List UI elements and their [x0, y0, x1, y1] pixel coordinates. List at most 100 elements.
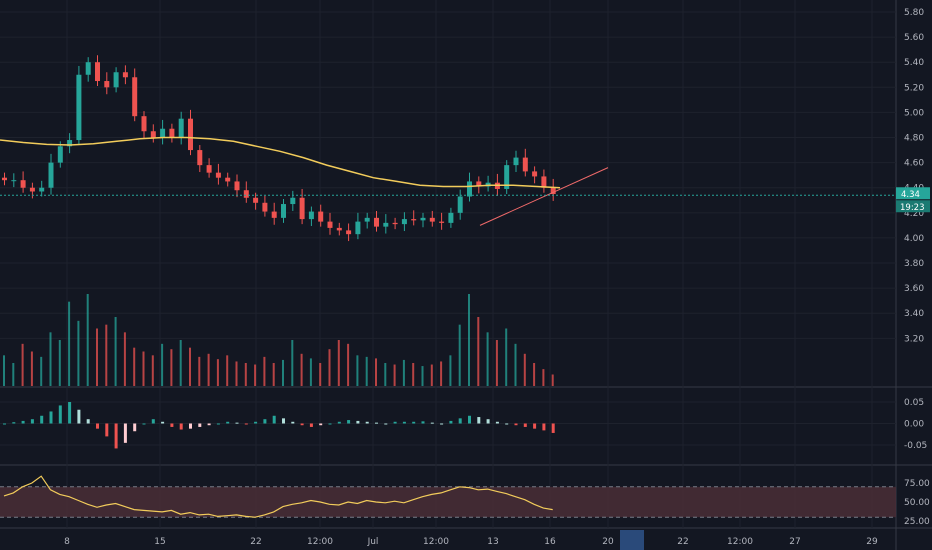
candle-body: [504, 165, 510, 189]
macd-bar: [468, 415, 471, 424]
candle-body: [513, 157, 519, 166]
candle-body: [95, 62, 100, 82]
candle-body: [439, 221, 445, 223]
price-pane[interactable]: [0, 55, 896, 242]
rsi-tick-label: 75.00: [904, 479, 930, 489]
candle-body: [448, 212, 454, 223]
macd-bar: [328, 423, 332, 425]
candle-body: [215, 172, 221, 178]
candle-body: [392, 222, 398, 225]
macd-pane: [3, 402, 555, 449]
macd-tick-label: -0.05: [904, 441, 927, 451]
candle-body: [299, 197, 305, 220]
volume-bar: [86, 294, 89, 386]
macd-bar: [421, 421, 425, 424]
price-tick-label: 3.80: [904, 259, 924, 269]
volume-bar: [96, 328, 98, 386]
volume-bar: [170, 349, 173, 386]
volume-bar: [282, 359, 284, 386]
candle-body: [532, 171, 538, 177]
volume-bar: [123, 332, 126, 386]
macd-bar: [551, 423, 555, 433]
moving-average-line: [0, 136, 561, 189]
macd-bar: [170, 423, 174, 427]
volume-bar: [21, 343, 24, 386]
candle-body: [401, 219, 407, 225]
volume-bar: [291, 340, 294, 386]
volume-bar: [337, 340, 340, 386]
price-tick-label: 4.20: [904, 209, 924, 219]
volume-bar: [77, 320, 80, 386]
volume-bar: [505, 328, 508, 386]
macd-bar: [123, 423, 127, 443]
volume-bar: [402, 359, 405, 386]
macd-bar: [198, 423, 202, 427]
macd-bar: [49, 411, 53, 424]
macd-bar: [244, 423, 248, 425]
macd-bar: [486, 419, 490, 424]
time-tick-label: 20: [602, 537, 614, 547]
price-tick-label: 5.20: [904, 83, 924, 93]
current-price-tag: [896, 187, 930, 200]
macd-bar: [533, 423, 537, 429]
macd-bar: [495, 421, 499, 424]
candle-body: [104, 81, 110, 88]
candle-body: [197, 150, 203, 166]
candle-body: [281, 204, 286, 218]
candle-body: [206, 165, 212, 173]
volume-bar: [198, 356, 201, 386]
rsi-band: [0, 486, 896, 518]
candle-body: [411, 219, 417, 221]
macd-bar: [282, 418, 285, 424]
candle-body: [290, 197, 296, 205]
candle-body: [429, 217, 435, 222]
candle-body: [550, 187, 556, 194]
countdown-tag: [896, 200, 930, 213]
price-tick-label: 5.00: [904, 108, 924, 118]
candle-body: [169, 128, 175, 138]
volume-bar: [263, 356, 266, 386]
macd-bar: [300, 423, 304, 426]
volume-bar: [207, 353, 210, 386]
time-tick-label: 15: [154, 537, 165, 547]
time-tick-label: 22: [250, 537, 261, 547]
time-tick-label: 29: [866, 537, 878, 547]
volume-bar: [235, 361, 238, 386]
price-tick-label: 5.40: [904, 58, 924, 68]
macd-bar: [161, 421, 165, 424]
volume-bar: [495, 340, 498, 386]
macd-bar: [542, 423, 546, 431]
volume-bar: [523, 353, 526, 386]
candle-body: [541, 176, 547, 188]
macd-bar: [142, 423, 146, 425]
candle-body: [85, 62, 91, 75]
chart-axes: 5.805.605.405.205.004.804.604.404.204.00…: [64, 8, 930, 550]
volume-bar: [105, 324, 108, 386]
price-tick-label: 3.60: [904, 284, 924, 294]
rsi-pane: [0, 475, 896, 518]
candle-body: [374, 217, 379, 227]
macd-bar: [505, 423, 509, 425]
candle-body: [318, 211, 324, 222]
candle-body: [346, 230, 352, 235]
candle-body: [467, 181, 472, 197]
candle-body: [383, 222, 389, 227]
macd-bar: [365, 421, 369, 424]
volume-bar: [533, 363, 536, 386]
volume-bar: [40, 356, 43, 386]
candle-body: [476, 181, 482, 187]
macd-bar: [21, 420, 25, 424]
volume-bar: [477, 317, 480, 386]
macd-bar: [86, 419, 90, 424]
candle-body: [308, 211, 314, 220]
candle-body: [160, 128, 166, 138]
macd-bar: [347, 420, 351, 424]
macd-bar: [523, 423, 527, 427]
volume-bar: [133, 347, 136, 386]
candle-body: [243, 190, 249, 198]
volume-bar: [375, 358, 377, 386]
candle-body: [39, 187, 45, 192]
macd-bar: [179, 423, 183, 430]
